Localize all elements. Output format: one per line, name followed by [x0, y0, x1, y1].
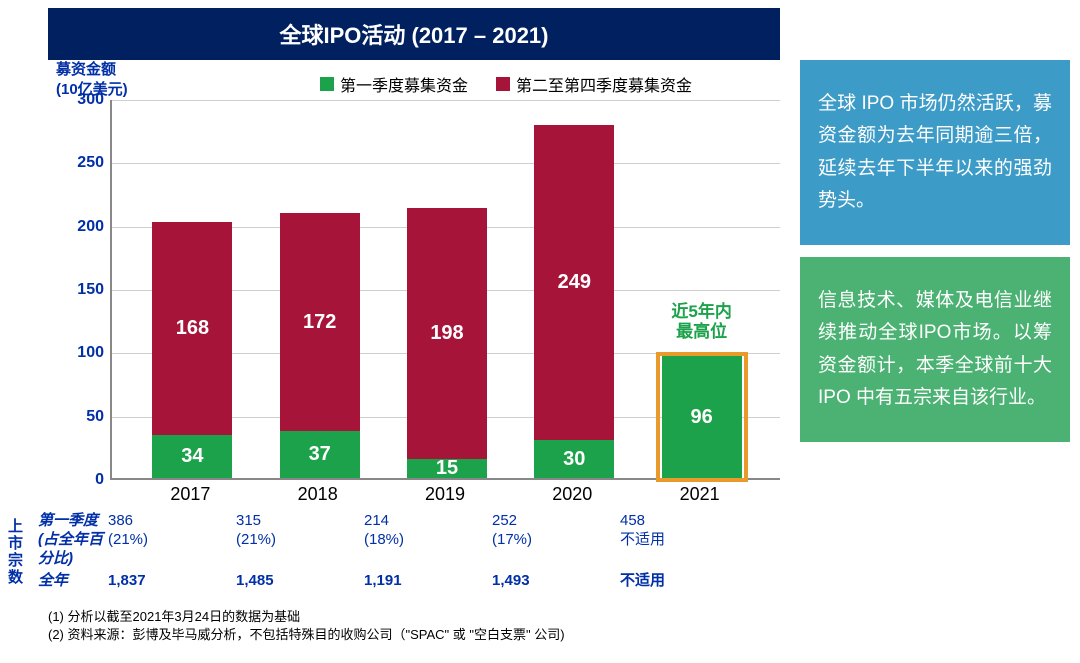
bar-q1: 30 — [534, 440, 614, 478]
chart-title: 全球IPO活动 (2017 – 2021) — [48, 8, 780, 60]
chart-area: 0501001502002503003416837172151983024996… — [110, 100, 780, 480]
table-cell: 1,493 — [492, 572, 620, 591]
table-cell: 1,191 — [364, 572, 492, 591]
bar-q1: 34 — [152, 435, 232, 478]
bar-q2q4: 198 — [407, 208, 487, 459]
chart-panel: 全球IPO活动 (2017 – 2021) 募资金额 (10亿美元) 第一季度募… — [0, 0, 800, 663]
legend-label-q1: 第一季度募集资金 — [340, 72, 468, 96]
row2-cells: 1,8371,4851,1911,493不适用 — [108, 572, 748, 591]
bar-q2q4: 168 — [152, 222, 232, 435]
info-box-2: 信息技术、媒体及电信业继续推动全球IPO市场。以筹资金额计，本季全球前十大 IP… — [800, 257, 1070, 442]
bar-q1: 37 — [280, 431, 360, 478]
x-axis-labels: 2017 2018 2019 2020 2021 — [110, 484, 780, 508]
table-row-q1: 第一季度 (占全年百 分比) 386(21%)315(21%)214(18%)2… — [18, 512, 788, 568]
y-tick: 200 — [77, 218, 112, 236]
main-container: 全球IPO活动 (2017 – 2021) 募资金额 (10亿美元) 第一季度募… — [0, 0, 1080, 663]
y-tick: 300 — [77, 91, 112, 109]
table-cell: 386(21%) — [108, 512, 236, 550]
legend-item-q2q4: 第二至第四季度募集资金 — [496, 72, 692, 96]
legend-item-q1: 第一季度募集资金 — [320, 72, 468, 96]
footnotes: (1) 分析以截至2021年3月24日的数据为基础 (2) 资料来源：彭博及毕马… — [48, 608, 565, 644]
legend: 第一季度募集资金 第二至第四季度募集资金 — [320, 72, 692, 96]
bar-q1: 96 — [662, 356, 742, 478]
table-cell: 1,837 — [108, 572, 236, 591]
row-head-q1: 第一季度 (占全年百 分比) — [18, 512, 108, 568]
bar-q2q4: 249 — [534, 125, 614, 440]
bar-q2q4: 172 — [280, 213, 360, 431]
data-table: 第一季度 (占全年百 分比) 386(21%)315(21%)214(18%)2… — [18, 512, 788, 591]
table-cell: 458不适用 — [620, 512, 748, 550]
y-tick: 100 — [77, 344, 112, 362]
table-cell: 252(17%) — [492, 512, 620, 550]
legend-swatch-q1 — [320, 77, 334, 91]
x-label: 2018 — [298, 484, 338, 505]
chart-annotation: 近5年内最高位 — [671, 302, 731, 343]
table-row-fullyear: 全年 1,8371,4851,1911,493不适用 — [18, 572, 788, 591]
y-tick: 50 — [86, 408, 112, 426]
x-label: 2017 — [170, 484, 210, 505]
y-tick: 250 — [77, 154, 112, 172]
legend-label-q2q4: 第二至第四季度募集资金 — [516, 72, 692, 96]
y-tick: 150 — [77, 281, 112, 299]
footnote-2: (2) 资料来源：彭博及毕马威分析，不包括特殊目的收购公司（"SPAC" 或 "… — [48, 626, 565, 644]
table-cell: 214(18%) — [364, 512, 492, 550]
legend-swatch-q2q4 — [496, 77, 510, 91]
table-cell: 315(21%) — [236, 512, 364, 550]
row-head-fullyear: 全年 — [18, 572, 108, 591]
x-label: 2021 — [680, 484, 720, 505]
y-axis-label-l1: 募资金额 — [56, 61, 116, 78]
bar-q1: 15 — [407, 459, 487, 478]
table-cell: 1,485 — [236, 572, 364, 591]
x-label: 2019 — [425, 484, 465, 505]
info-box-1: 全球 IPO 市场仍然活跃，募资金额为去年同期逾三倍，延续去年下半年以来的强劲势… — [800, 60, 1070, 245]
footnote-1: (1) 分析以截至2021年3月24日的数据为基础 — [48, 608, 565, 626]
info-panel: 全球 IPO 市场仍然活跃，募资金额为去年同期逾三倍，延续去年下半年以来的强劲势… — [800, 0, 1080, 663]
x-label: 2020 — [552, 484, 592, 505]
table-cell: 不适用 — [620, 572, 748, 591]
row1-cells: 386(21%)315(21%)214(18%)252(17%)458不适用 — [108, 512, 748, 550]
